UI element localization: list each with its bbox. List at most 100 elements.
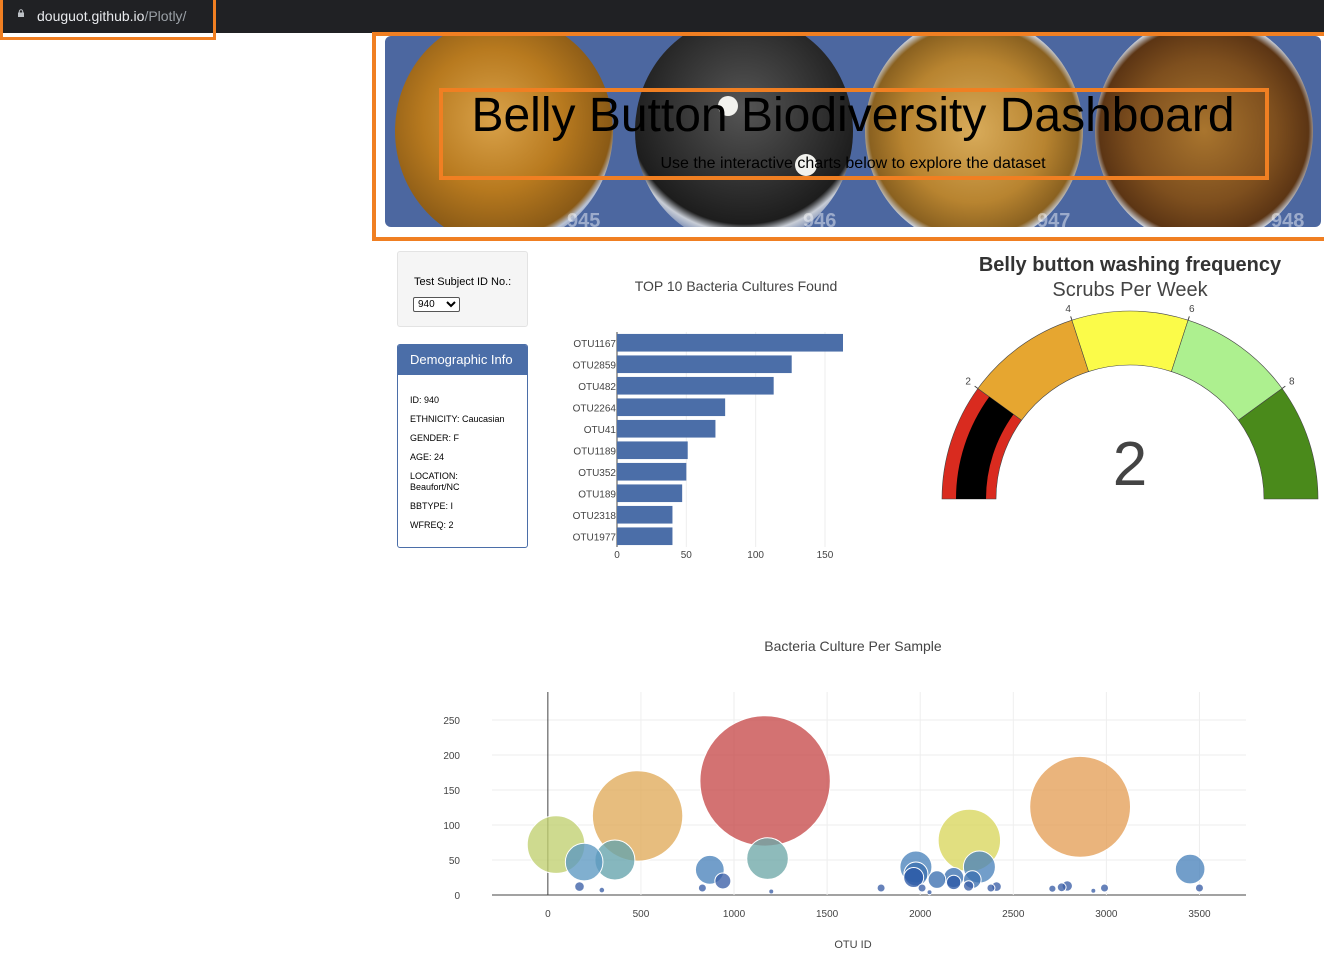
bubble-x-tick-label: 2500 xyxy=(1002,909,1025,920)
bubble xyxy=(1100,883,1110,893)
subject-id-dropdown[interactable]: 940 xyxy=(413,297,460,312)
bubble xyxy=(962,880,975,892)
bubble-y-tick-label: 0 xyxy=(454,891,460,902)
bar-x-tick-label: 100 xyxy=(747,550,764,561)
gauge-value-bar xyxy=(956,396,1014,499)
bubble xyxy=(1194,883,1204,893)
bubble xyxy=(564,842,604,882)
gauge-band xyxy=(1237,388,1319,500)
bubble-x-tick-label: 0 xyxy=(545,909,551,920)
gauge-subtitle: Scrubs Per Week xyxy=(1052,279,1208,301)
header-highlight-frame xyxy=(372,32,1324,241)
demographic-gender: GENDER: F xyxy=(410,433,460,443)
bar-x-tick-label: 50 xyxy=(681,550,693,561)
bubble xyxy=(598,886,606,894)
bubble-y-tick-label: 150 xyxy=(443,786,460,797)
demographic-id: ID: 940 xyxy=(410,395,440,405)
subject-selector-panel: Test Subject ID No.: 940 xyxy=(397,251,528,327)
bar xyxy=(617,419,716,438)
bubble xyxy=(746,837,789,880)
bubble xyxy=(917,883,927,893)
demographic-ethnicity: ETHNICITY: Caucasian xyxy=(410,414,505,424)
bar-category-label: OTU41 xyxy=(584,425,617,436)
gauge-tick-label: 4 xyxy=(1065,304,1071,315)
demographic-location: LOCATION: Beaufort/NC xyxy=(410,471,460,492)
bubble xyxy=(714,872,732,890)
bubble xyxy=(876,883,886,893)
bubble-y-tick-label: 250 xyxy=(443,716,460,727)
bubble xyxy=(574,881,585,892)
colony-dot xyxy=(718,96,738,116)
gauge-tick xyxy=(974,385,979,389)
bar xyxy=(617,398,726,417)
bubble xyxy=(903,867,925,888)
bubble-x-tick-label: 3500 xyxy=(1188,909,1211,920)
bar xyxy=(617,462,687,481)
url-domain: douguot.github.io xyxy=(37,8,145,24)
bubble xyxy=(927,870,947,889)
bubble-chart-title: Bacteria Culture Per Sample xyxy=(764,638,942,654)
bar xyxy=(617,441,688,460)
bubble xyxy=(768,888,775,895)
bar-x-tick-label: 0 xyxy=(614,550,620,561)
demographic-panel: Demographic Info ID: 940 ETHNICITY: Cauc… xyxy=(397,344,528,548)
bubble xyxy=(1090,887,1097,894)
bubble xyxy=(1056,882,1067,893)
petri-dish-image xyxy=(395,36,613,227)
bubble xyxy=(946,874,962,891)
bubble xyxy=(1048,884,1057,893)
bacteria-bubble-chart: Bacteria Culture Per Sample 0 500 1000 1500… xyxy=(443,638,1246,951)
gauge-tick xyxy=(1187,316,1190,321)
washing-frequency-gauge: Belly button washing frequency Scrubs Pe… xyxy=(941,254,1319,500)
colony-dot xyxy=(795,154,817,176)
address-bar[interactable]: douguot.github.io/Plotly/ xyxy=(0,0,216,40)
bar-category-label: OTU2859 xyxy=(573,360,617,371)
bubble-x-tick-label: 1000 xyxy=(723,909,746,920)
bar-x-tick-label: 150 xyxy=(817,550,834,561)
gauge-title: Belly button washing frequency xyxy=(979,254,1282,276)
bubble xyxy=(699,715,831,847)
bar-category-label: OTU2318 xyxy=(573,511,617,522)
demographic-wfreq: WFREQ: 2 xyxy=(410,520,454,530)
bubble-y-tick-label: 200 xyxy=(443,751,460,762)
bar-category-label: OTU1167 xyxy=(573,339,616,350)
bar-chart-title: TOP 10 Bacteria Cultures Found xyxy=(635,278,838,294)
bubble-x-tick-label: 3000 xyxy=(1095,909,1118,920)
gauge-tick-label: 8 xyxy=(1289,376,1295,387)
bubble-y-tick-label: 100 xyxy=(443,821,460,832)
bubble xyxy=(1029,755,1132,858)
bubble-x-tick-label: 2000 xyxy=(909,909,932,920)
page-title: Belly Button Biodiversity Dashboard xyxy=(471,89,1235,142)
bar-category-label: OTU189 xyxy=(578,489,616,500)
gauge-tick xyxy=(1281,385,1286,389)
bubble xyxy=(926,889,933,896)
gauge-tick-label: 6 xyxy=(1189,304,1195,315)
bubble-chart-y-labels: 0 50 100 150 200 250 xyxy=(443,716,460,902)
bubble-chart-points xyxy=(526,715,1206,896)
bubble xyxy=(697,883,707,893)
dish-number: 945 xyxy=(567,210,601,227)
bar xyxy=(617,376,774,395)
bubble xyxy=(591,770,684,862)
bubble xyxy=(1174,853,1206,885)
bar xyxy=(617,527,673,546)
bar xyxy=(617,505,673,524)
petri-dish-image xyxy=(1095,36,1313,227)
petri-dish-image xyxy=(635,36,853,227)
bubble-y-tick-label: 50 xyxy=(449,856,461,867)
dish-number: 946 xyxy=(803,210,837,227)
bar-category-label: OTU352 xyxy=(578,468,616,479)
bar-chart-bars xyxy=(617,333,843,546)
title-highlight-frame xyxy=(439,88,1269,180)
bubble-chart-xlabel: OTU ID xyxy=(834,939,871,951)
gauge-bands xyxy=(941,310,1319,500)
bar xyxy=(617,333,843,352)
bar xyxy=(617,484,683,503)
bar-category-label: OTU1189 xyxy=(573,446,616,457)
bubble-x-tick-label: 500 xyxy=(633,909,650,920)
gauge-ticks: 2 4 6 8 xyxy=(965,304,1295,389)
url-text: douguot.github.io/Plotly/ xyxy=(37,8,186,24)
demographic-age: AGE: 24 xyxy=(410,452,445,462)
bubble-x-tick-label: 1500 xyxy=(816,909,839,920)
gauge-tick xyxy=(1070,316,1073,321)
